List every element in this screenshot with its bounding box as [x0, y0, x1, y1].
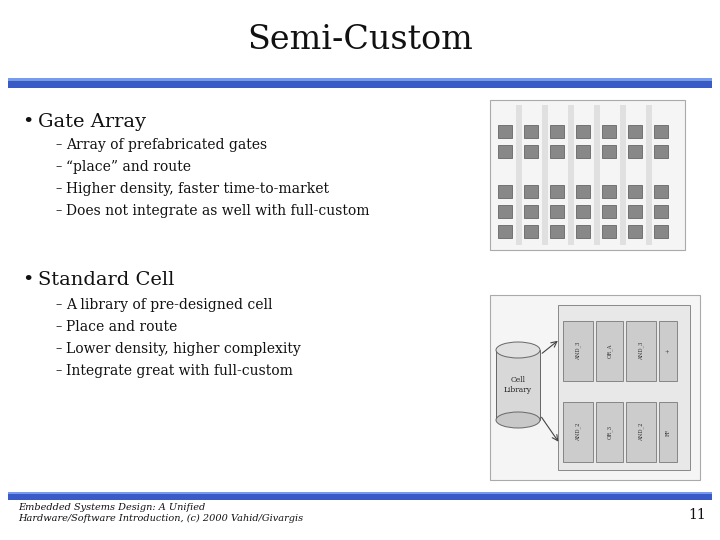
Text: –: – — [55, 205, 61, 218]
Bar — [490, 100, 685, 250]
Text: “place” and route: “place” and route — [66, 160, 191, 174]
Bar — [654, 225, 668, 238]
Bar — [628, 225, 642, 238]
Text: Cell
Library: Cell Library — [504, 376, 532, 394]
Bar — [550, 125, 564, 138]
Bar — [524, 145, 538, 158]
Bar — [654, 185, 668, 198]
Bar — [558, 305, 690, 470]
Bar — [576, 145, 590, 158]
Bar — [596, 402, 623, 462]
Text: Gate Array: Gate Array — [38, 113, 146, 131]
Text: Integrate great with full-custom: Integrate great with full-custom — [66, 364, 293, 378]
Ellipse shape — [496, 342, 540, 358]
Bar — [524, 185, 538, 198]
Bar — [628, 185, 642, 198]
Text: Place and route: Place and route — [66, 320, 177, 334]
Bar — [620, 105, 626, 245]
Text: AND_3: AND_3 — [575, 342, 581, 360]
Bar — [576, 125, 590, 138]
Bar — [498, 185, 512, 198]
Text: A library of pre-designed cell: A library of pre-designed cell — [66, 298, 272, 312]
Bar — [626, 402, 656, 462]
Bar — [602, 125, 616, 138]
Bar — [563, 321, 593, 381]
Bar — [654, 205, 668, 218]
Bar — [8, 78, 712, 88]
Bar — [550, 185, 564, 198]
Text: Lower density, higher complexity: Lower density, higher complexity — [66, 342, 301, 356]
Bar — [498, 145, 512, 158]
Bar — [576, 225, 590, 238]
Bar — [659, 402, 677, 462]
Bar — [576, 185, 590, 198]
Bar — [602, 185, 616, 198]
Text: –: – — [55, 342, 61, 355]
Text: –: – — [55, 138, 61, 152]
Text: –: – — [55, 321, 61, 334]
Bar — [524, 205, 538, 218]
Bar — [550, 225, 564, 238]
Bar — [550, 145, 564, 158]
Bar — [576, 205, 590, 218]
Bar — [8, 492, 712, 494]
Bar — [490, 295, 700, 480]
Text: AND_2: AND_2 — [638, 423, 644, 441]
Bar — [628, 145, 642, 158]
Bar — [594, 105, 600, 245]
Bar — [568, 105, 574, 245]
Bar — [628, 205, 642, 218]
Bar — [496, 350, 540, 420]
Bar — [646, 105, 652, 245]
Bar — [626, 321, 656, 381]
Text: Standard Cell: Standard Cell — [38, 271, 174, 289]
Text: AND_3: AND_3 — [638, 342, 644, 360]
Text: 11: 11 — [688, 508, 706, 522]
Bar — [550, 205, 564, 218]
Bar — [654, 145, 668, 158]
Text: Hardware/Software Introduction, (c) 2000 Vahid/Givargis: Hardware/Software Introduction, (c) 2000… — [18, 514, 303, 523]
Text: FF: FF — [665, 428, 670, 436]
Text: •: • — [22, 113, 33, 131]
Text: OR_3: OR_3 — [607, 425, 612, 439]
Bar — [524, 125, 538, 138]
Bar — [8, 492, 712, 500]
Ellipse shape — [496, 412, 540, 428]
Bar — [498, 205, 512, 218]
Bar — [524, 225, 538, 238]
Bar — [659, 321, 677, 381]
Bar — [563, 402, 593, 462]
Bar — [516, 105, 522, 245]
Bar — [628, 125, 642, 138]
Bar — [602, 225, 616, 238]
Bar — [602, 145, 616, 158]
Text: –: – — [55, 364, 61, 377]
Text: Semi-Custom: Semi-Custom — [247, 24, 473, 56]
Bar — [654, 125, 668, 138]
Text: Does not integrate as well with full-custom: Does not integrate as well with full-cus… — [66, 204, 369, 218]
Text: –: – — [55, 299, 61, 312]
Bar — [498, 125, 512, 138]
Text: •: • — [22, 271, 33, 289]
Text: AND_2: AND_2 — [575, 423, 581, 441]
Text: OR_A: OR_A — [607, 344, 612, 358]
Text: –: – — [55, 183, 61, 195]
Text: –: – — [55, 160, 61, 173]
Bar — [8, 78, 712, 81]
Text: +: + — [665, 349, 670, 353]
Bar — [498, 225, 512, 238]
Text: Higher density, faster time-to-market: Higher density, faster time-to-market — [66, 182, 329, 196]
Text: Embedded Systems Design: A Unified: Embedded Systems Design: A Unified — [18, 503, 205, 512]
Bar — [542, 105, 548, 245]
Bar — [602, 205, 616, 218]
Text: Array of prefabricated gates: Array of prefabricated gates — [66, 138, 267, 152]
Bar — [596, 321, 623, 381]
